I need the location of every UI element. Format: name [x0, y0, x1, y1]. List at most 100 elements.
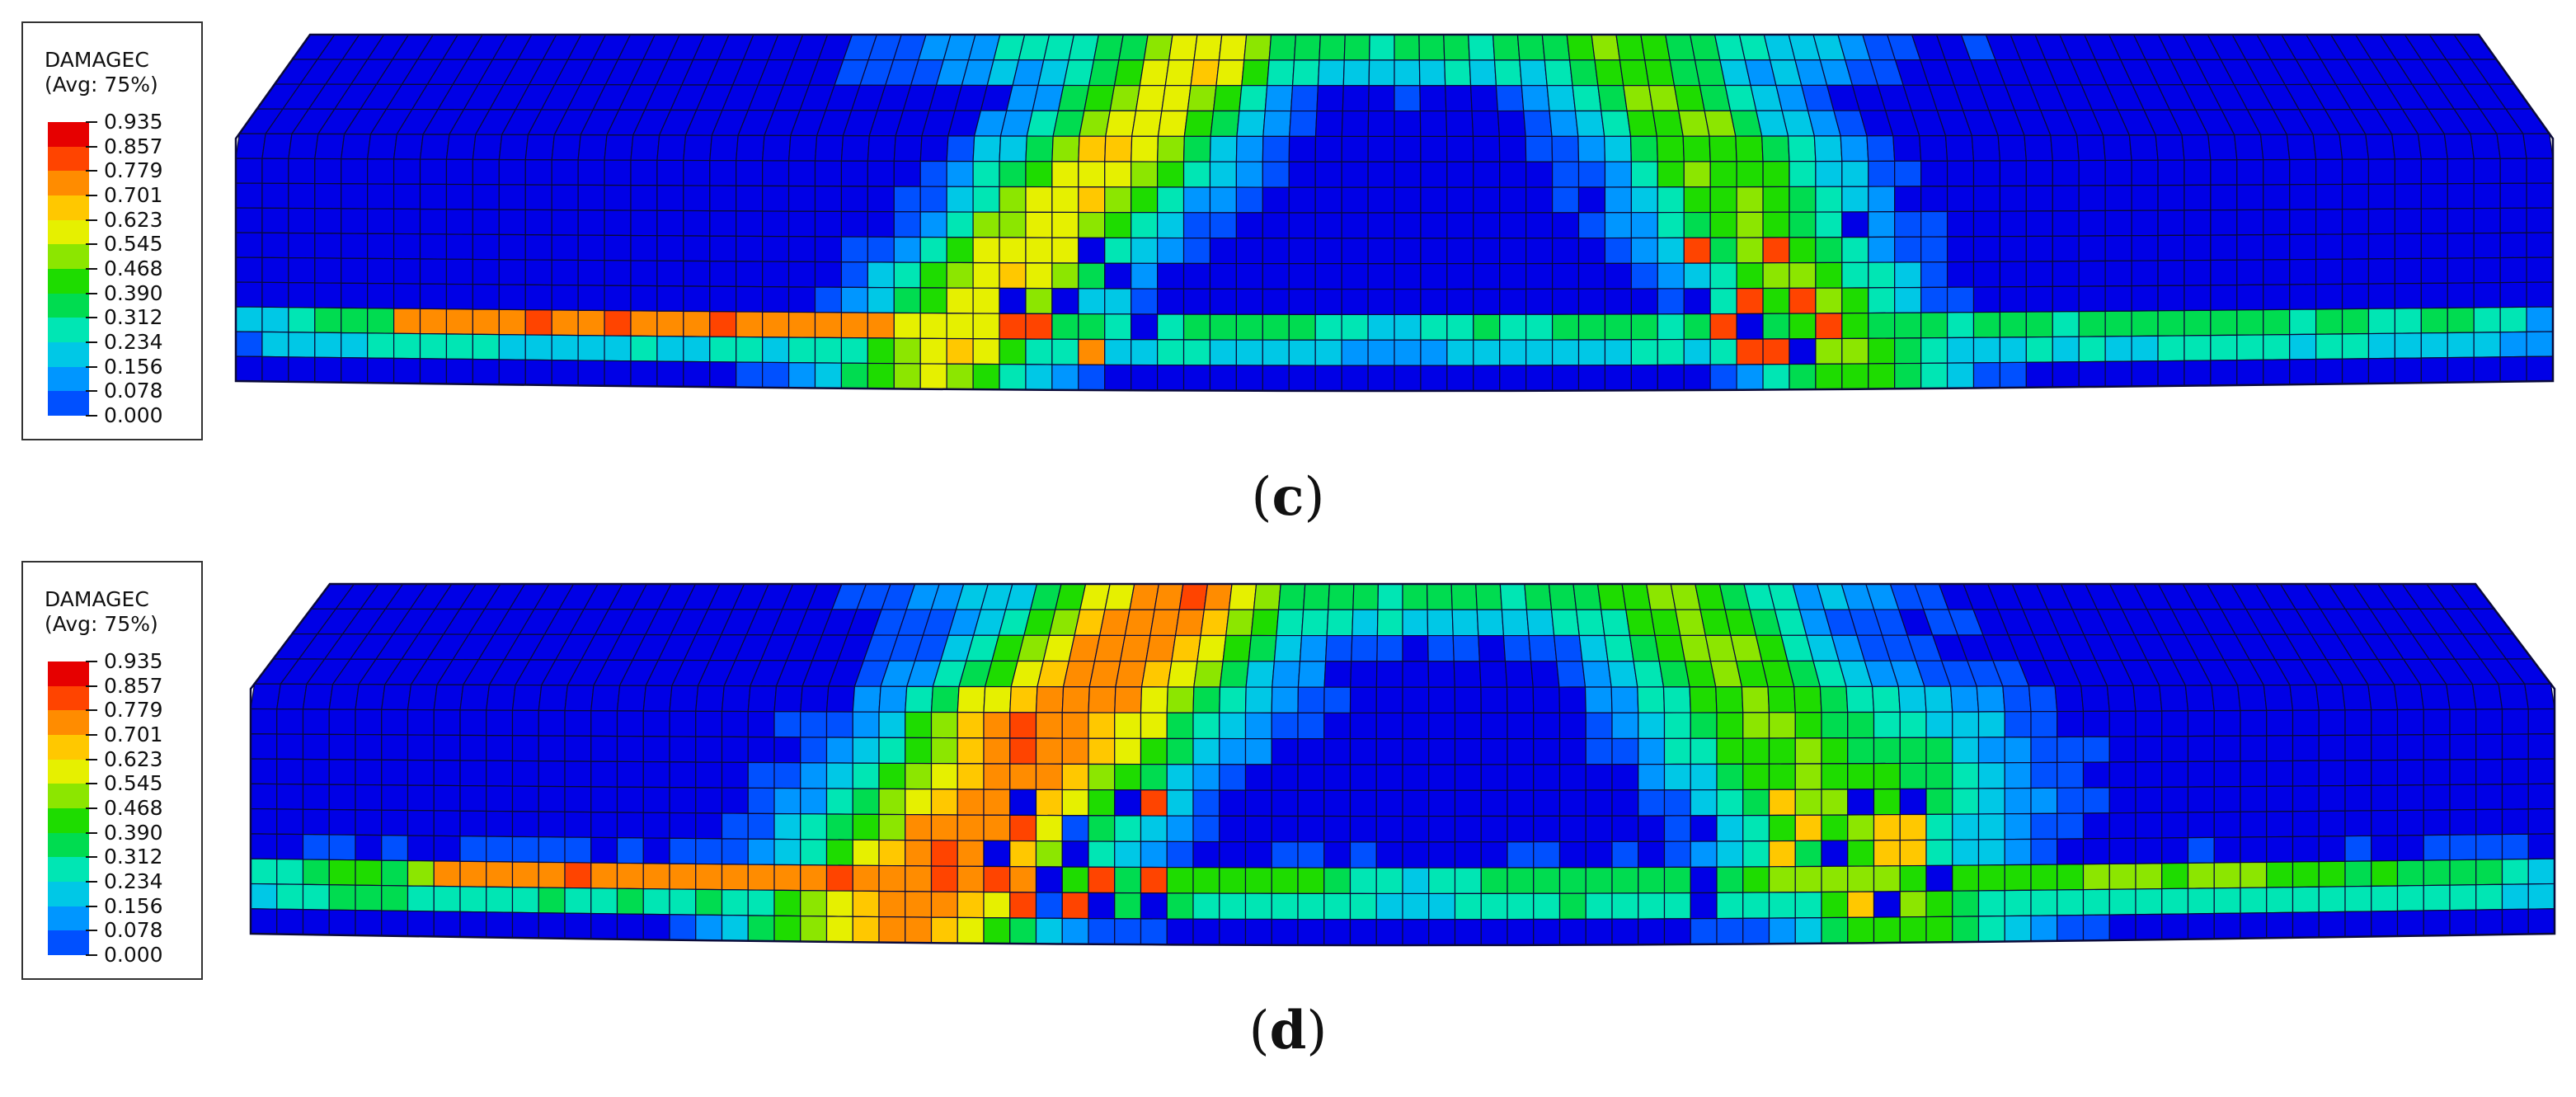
mesh-element	[825, 762, 853, 789]
mesh-element	[2240, 836, 2268, 864]
legend-swatch	[48, 146, 89, 172]
mesh-element	[721, 761, 749, 789]
mesh-element	[1480, 867, 1508, 894]
mesh-element	[2526, 158, 2554, 184]
mesh-element	[2447, 282, 2475, 308]
mesh-element	[1638, 866, 1666, 894]
mesh-element	[367, 233, 395, 260]
mesh-element	[1689, 686, 1718, 713]
mesh-element	[747, 838, 775, 865]
mesh-element	[2159, 685, 2189, 712]
mesh-element	[1920, 286, 1948, 313]
mesh-element	[2420, 257, 2448, 285]
mesh-element	[445, 308, 473, 335]
mesh-element	[1131, 110, 1163, 137]
mesh-element	[2108, 761, 2136, 789]
mesh-element	[1009, 892, 1037, 919]
mesh-element	[355, 759, 383, 786]
mesh-element	[498, 284, 526, 311]
mesh-element	[787, 210, 816, 238]
mesh-element	[2367, 357, 2396, 384]
mesh-element	[1944, 134, 1975, 162]
mesh-element	[250, 858, 278, 885]
mesh-element	[511, 836, 539, 863]
mesh-element	[459, 784, 487, 812]
mesh-element	[642, 760, 670, 789]
mesh-element	[511, 735, 539, 762]
mesh-element	[946, 313, 974, 340]
mesh-element	[1819, 685, 1849, 713]
legend-swatch	[48, 122, 89, 148]
mesh-element	[999, 363, 1027, 391]
mesh-element	[1200, 609, 1230, 637]
mesh-element	[669, 914, 697, 941]
mesh-element	[1297, 686, 1325, 714]
mesh-element	[590, 760, 618, 788]
mesh-element	[2344, 709, 2372, 737]
mesh-element	[721, 736, 749, 763]
legend-swatch	[48, 759, 89, 784]
mesh-element	[1262, 186, 1290, 214]
mesh-element	[419, 134, 450, 160]
mesh-element	[2423, 709, 2451, 736]
mesh-element	[630, 335, 658, 362]
mesh-element	[288, 307, 316, 333]
mesh-element	[1209, 339, 1238, 366]
mesh-element	[2266, 785, 2294, 812]
mesh-element	[1235, 288, 1263, 315]
mesh-element	[1420, 288, 1448, 316]
mesh-element	[433, 835, 461, 862]
mesh-element	[787, 261, 816, 288]
mesh-element	[1469, 85, 1499, 112]
mesh-element	[1244, 789, 1272, 817]
mesh-element	[1480, 686, 1508, 714]
mesh-element	[604, 134, 634, 161]
mesh-element	[721, 710, 749, 738]
mesh-element	[2344, 784, 2372, 812]
mesh-element	[2161, 862, 2189, 890]
mesh-element	[1637, 686, 1666, 713]
mesh-element	[1420, 161, 1448, 188]
mesh-element	[1683, 161, 1711, 188]
mesh-element	[2420, 183, 2448, 210]
mesh-element	[2057, 787, 2085, 814]
mesh-element	[1868, 287, 1896, 314]
mesh-element	[2236, 334, 2264, 361]
legend-swatch	[48, 906, 89, 931]
mesh-element	[2030, 787, 2058, 815]
mesh-element	[1633, 661, 1665, 688]
mesh-element	[972, 237, 1000, 264]
mesh-element	[2052, 336, 2080, 363]
mesh-element	[1544, 59, 1573, 87]
mesh-element	[486, 709, 514, 737]
mesh-element	[1946, 210, 1975, 238]
mesh-element	[2449, 884, 2477, 911]
mesh-element	[2161, 760, 2189, 788]
mesh-element	[1499, 339, 1527, 366]
mesh-element	[983, 840, 1011, 868]
mesh-element	[1716, 815, 1744, 842]
mesh-element	[538, 861, 566, 889]
mesh-element	[1521, 85, 1550, 112]
mesh-element	[355, 884, 383, 911]
mesh-element	[2498, 683, 2529, 710]
mesh-element	[1323, 892, 1351, 920]
mesh-element	[878, 890, 906, 918]
mesh-element	[1577, 262, 1606, 290]
mesh-element	[1428, 764, 1456, 791]
mesh-element	[642, 710, 670, 737]
mesh-element	[2367, 684, 2399, 711]
mesh-element	[2420, 233, 2448, 259]
mesh-element	[616, 913, 644, 940]
mesh-element	[1025, 237, 1053, 264]
mesh-element	[459, 810, 487, 837]
mesh-element	[1323, 764, 1351, 791]
mesh-element	[1768, 712, 1796, 739]
mesh-element	[2157, 234, 2185, 261]
legend-tick-label: 0.156	[86, 894, 163, 919]
mesh-element	[2292, 785, 2320, 812]
mesh-element	[1288, 161, 1316, 188]
mesh-element	[1873, 711, 1901, 739]
mesh-element	[2266, 735, 2294, 762]
mesh-element	[867, 210, 895, 238]
